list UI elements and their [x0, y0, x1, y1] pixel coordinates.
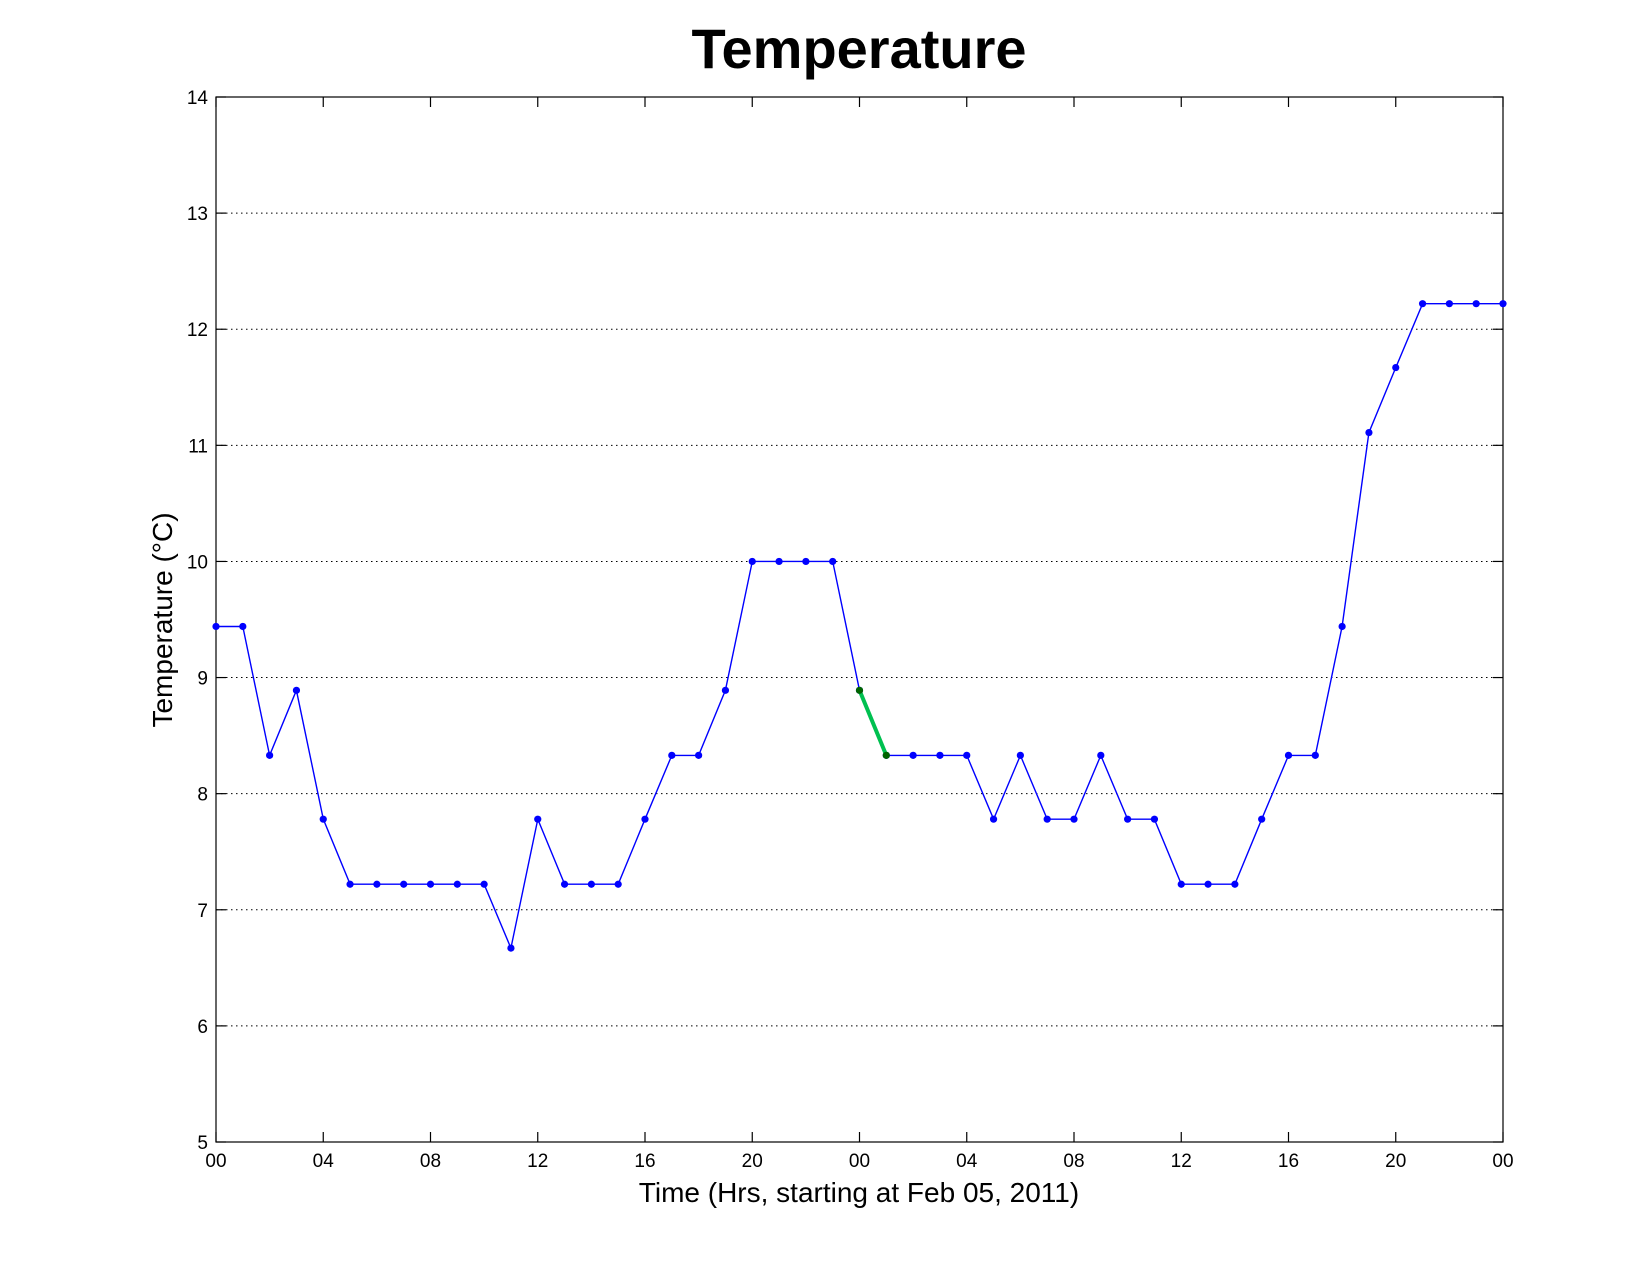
y-tick-label: 14 — [187, 88, 209, 109]
data-point — [748, 557, 756, 566]
x-tick-label: 00 — [205, 1151, 226, 1172]
y-tick-label: 8 — [197, 785, 208, 806]
data-point — [936, 751, 944, 759]
x-tick-label: 00 — [1492, 1151, 1513, 1172]
data-point — [721, 686, 730, 694]
data-point — [668, 751, 676, 759]
y-tick-label: 12 — [187, 320, 208, 341]
highlight-segment-line — [857, 689, 889, 757]
x-tick-label: 12 — [1171, 1151, 1192, 1172]
data-point — [426, 880, 435, 888]
data-point — [346, 880, 354, 888]
highlight-point — [882, 751, 890, 759]
data-point — [989, 815, 998, 823]
data-point — [1392, 363, 1400, 372]
data-point — [480, 880, 488, 888]
data-point — [292, 686, 301, 694]
data-point — [614, 880, 622, 888]
data-point — [212, 622, 220, 631]
y-tick-label: 13 — [187, 204, 208, 225]
data-point — [1365, 428, 1373, 437]
data-point — [1499, 300, 1507, 308]
temperature-series-line — [216, 303, 1503, 951]
data-point — [1204, 880, 1212, 888]
data-point — [507, 944, 515, 952]
gridlines — [216, 212, 1503, 1027]
data-point — [963, 751, 971, 759]
highlight-point — [855, 686, 864, 694]
data-point — [1097, 751, 1105, 759]
data-point — [1258, 815, 1266, 823]
data-point — [1445, 300, 1453, 308]
x-tick-label: 16 — [1278, 1151, 1299, 1172]
data-point — [560, 880, 569, 888]
data-point — [1016, 751, 1024, 759]
data-point — [319, 815, 327, 823]
data-point — [1284, 751, 1293, 759]
x-tick-label: 20 — [742, 1151, 763, 1172]
y-tick-label: 6 — [197, 1017, 208, 1038]
x-tick-label: 04 — [313, 1151, 335, 1172]
y-tick-label: 11 — [188, 436, 208, 457]
y-axis-label: Temperature (°C) — [147, 512, 178, 727]
data-point — [909, 751, 917, 759]
data-point — [1177, 880, 1185, 888]
data-point — [802, 557, 810, 566]
data-point — [1472, 300, 1480, 308]
y-tick-label: 10 — [187, 552, 208, 573]
data-point — [453, 880, 461, 888]
data-point — [1338, 622, 1346, 631]
data-point — [266, 751, 274, 759]
plot-area — [215, 96, 1504, 1143]
y-tick-labels: 5 6 7 8 9 10 11 12 13 14 — [187, 88, 209, 1154]
x-tick-label: 12 — [527, 1151, 548, 1172]
data-point — [775, 557, 783, 566]
data-point — [239, 622, 247, 631]
x-tick-label: 16 — [634, 1151, 655, 1172]
data-point — [1231, 880, 1239, 888]
data-point — [695, 751, 703, 759]
x-axis-label: Time (Hrs, starting at Feb 05, 2011) — [639, 1177, 1079, 1208]
axis-ticks — [215, 96, 1504, 1143]
data-point — [1043, 815, 1051, 823]
data-point — [400, 880, 408, 888]
data-point — [373, 880, 381, 888]
x-tick-labels: 00 04 08 12 16 20 00 04 08 12 16 20 00 — [205, 1151, 1513, 1172]
data-point — [1150, 815, 1159, 823]
y-tick-label: 9 — [197, 669, 208, 690]
data-point — [1124, 815, 1132, 823]
y-tick-label: 7 — [197, 901, 208, 922]
data-point — [1070, 815, 1078, 823]
x-tick-label: 20 — [1385, 1151, 1406, 1172]
data-point — [1311, 751, 1319, 759]
x-tick-label: 04 — [956, 1151, 978, 1172]
data-point — [641, 815, 649, 823]
series-layer — [212, 300, 1507, 952]
y-tick-label: 5 — [197, 1133, 208, 1154]
data-point — [534, 815, 542, 823]
data-point — [829, 557, 837, 566]
data-point — [587, 880, 595, 888]
chart-title: Temperature — [691, 17, 1026, 80]
x-tick-label: 00 — [849, 1151, 870, 1172]
x-tick-label: 08 — [420, 1151, 441, 1172]
x-tick-label: 08 — [1063, 1151, 1084, 1172]
data-point — [1418, 300, 1427, 308]
